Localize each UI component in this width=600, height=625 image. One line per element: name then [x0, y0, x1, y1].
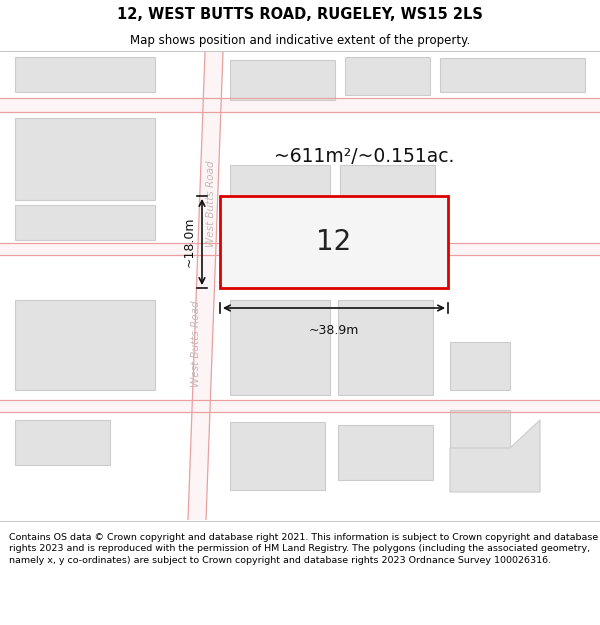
Bar: [220, 196, 448, 288]
Bar: [338, 425, 433, 480]
Bar: [0, 98, 600, 112]
Bar: [15, 300, 155, 390]
Bar: [0, 400, 600, 412]
Bar: [450, 342, 510, 390]
Text: ~611m²/~0.151ac.: ~611m²/~0.151ac.: [274, 146, 454, 166]
Text: West Butts Road: West Butts Road: [206, 160, 216, 247]
Bar: [230, 422, 325, 490]
Bar: [450, 410, 510, 465]
Bar: [15, 205, 155, 240]
Bar: [440, 58, 585, 92]
Text: Contains OS data © Crown copyright and database right 2021. This information is : Contains OS data © Crown copyright and d…: [9, 532, 598, 565]
Polygon shape: [450, 420, 540, 492]
Bar: [15, 57, 155, 92]
Bar: [345, 57, 430, 95]
Bar: [0, 243, 600, 255]
Bar: [230, 300, 330, 395]
Bar: [230, 165, 330, 235]
Bar: [15, 420, 110, 465]
Bar: [15, 118, 155, 200]
Polygon shape: [188, 52, 223, 520]
Text: West Butts Road: West Butts Road: [191, 300, 201, 387]
Text: ~38.9m: ~38.9m: [309, 324, 359, 337]
Bar: [230, 60, 335, 100]
Text: 12, WEST BUTTS ROAD, RUGELEY, WS15 2LS: 12, WEST BUTTS ROAD, RUGELEY, WS15 2LS: [117, 7, 483, 22]
Text: 12: 12: [316, 228, 352, 256]
Bar: [340, 165, 435, 230]
Text: Map shows position and indicative extent of the property.: Map shows position and indicative extent…: [130, 34, 470, 47]
Bar: [338, 300, 433, 395]
Text: ~18.0m: ~18.0m: [183, 217, 196, 268]
